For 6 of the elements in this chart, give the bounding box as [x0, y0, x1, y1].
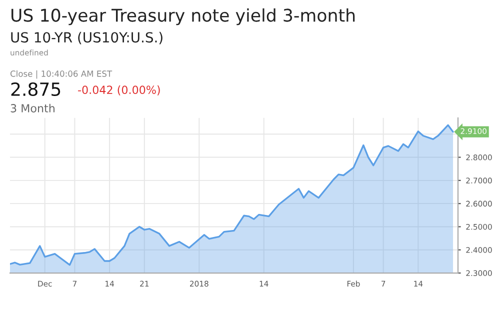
text: 3 Month [10, 104, 54, 112]
chart-title: US 10-year Treasury note yield 3-month [12, 8, 355, 26]
text: 2.875 [11, 82, 60, 96]
text: Close | 10:40:06 AM EST [10, 70, 112, 79]
text: -0.042 (0.00%) [78, 85, 160, 96]
chart-subtitle: US 10-YR (US10Y:U.S.) [11, 32, 162, 44]
